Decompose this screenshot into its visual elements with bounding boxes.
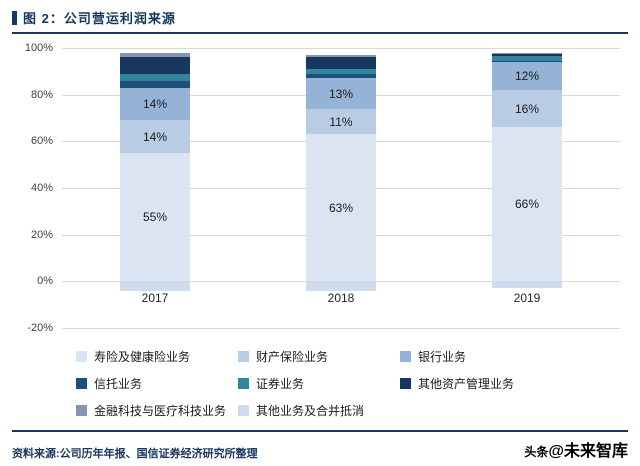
x-tick-label: 2019	[513, 291, 541, 306]
bar-segment	[120, 52, 190, 58]
bar-segment	[492, 281, 562, 289]
data-label: 63%	[328, 200, 354, 215]
bar-segment	[306, 57, 376, 69]
legend-label: 其他资产管理业务	[418, 377, 515, 391]
bar-segment	[306, 281, 376, 291]
watermark-prefix: 头条	[524, 445, 549, 459]
y-tick-label: 40%	[30, 182, 53, 194]
bar-segment	[120, 87, 190, 121]
data-label: 14%	[142, 97, 168, 111]
bar-segment	[492, 127, 562, 282]
y-tick-label: 100%	[24, 42, 53, 54]
data-label: 11%	[329, 114, 353, 129]
legend-label: 银行业务	[418, 350, 467, 364]
legend: 寿险及健康险业务 财产保险业务 银行业务信托业务 证券业务 其他资产管理业务金融科技与医…	[76, 348, 628, 419]
y-tick-label: 0%	[37, 275, 53, 288]
legend-swatch	[76, 351, 87, 362]
legend-item: 其他业务及合并抵消	[238, 402, 400, 419]
legend-label: 财产保险业务	[256, 350, 329, 364]
legend-swatch	[76, 405, 87, 416]
data-label: 13%	[328, 86, 354, 101]
figure-header: 图 2：公司营运利润来源	[12, 8, 628, 34]
legend-swatch	[400, 351, 411, 362]
legend-swatch	[238, 405, 249, 416]
data-label: 14%	[142, 129, 168, 144]
figure-footer: 资料来源:公司历年年报、国信证券经济研究所整理 头条@未来智库	[12, 430, 628, 461]
plot-area: 55% 14% 14% 2017 63% 11% 13% 2018 66% 16% 12% 2019	[62, 48, 620, 329]
legend-item: 财产保险业务	[238, 348, 400, 365]
legend-swatch	[400, 378, 411, 389]
legend-item: 证券业务	[238, 375, 400, 392]
bar-column: 63% 11% 13% 2018	[248, 48, 434, 328]
x-tick-label: 2017	[141, 291, 169, 306]
bar-segment	[120, 153, 190, 282]
bar-segment	[306, 55, 376, 58]
bar-segment	[306, 78, 376, 109]
y-axis: 100% 80% 60% 40% 20% 0% -20%	[12, 42, 56, 334]
figure-title: 图 2：公司营运利润来源	[23, 11, 176, 26]
legend-label: 寿险及健康险业务	[94, 350, 191, 364]
bar-segment	[492, 90, 562, 128]
bar-segment	[492, 52, 562, 54]
y-tick-label: 20%	[30, 228, 53, 241]
data-label: 66%	[514, 197, 540, 212]
legend-item: 信托业务	[76, 375, 238, 392]
gridline	[62, 328, 620, 329]
bar-segment	[492, 62, 562, 90]
y-tick-label: 60%	[30, 135, 53, 148]
bar-segment	[306, 134, 376, 282]
bar-segment	[120, 120, 190, 153]
legend-label: 证券业务	[256, 377, 305, 391]
legend-swatch	[238, 378, 249, 389]
legend-item: 金融科技与医疗科技业务	[76, 402, 238, 419]
bar-segment	[492, 56, 562, 61]
y-tick-label: -20%	[27, 322, 53, 334]
y-tick-label: 80%	[30, 88, 53, 101]
bar-segment	[306, 108, 376, 135]
watermark-handle: @未来智库	[548, 443, 628, 460]
bar-segment	[120, 80, 190, 88]
legend-item: 寿险及健康险业务	[76, 348, 238, 365]
bar-segment	[306, 73, 376, 79]
legend-swatch	[76, 378, 87, 389]
bar-column: 55% 14% 14% 2017	[62, 48, 248, 328]
legend-label: 信托业务	[94, 377, 143, 391]
bar-column: 66% 16% 12% 2019	[434, 48, 620, 328]
data-label: 16%	[514, 101, 540, 116]
bar-segment	[120, 281, 190, 291]
x-tick-label: 2018	[327, 291, 355, 306]
bar-segment	[306, 69, 376, 74]
data-label: 55%	[142, 210, 168, 225]
legend-label: 其他业务及合并抵消	[256, 404, 365, 418]
watermark: 头条@未来智库	[524, 437, 628, 461]
stacked-bar-chart: 100% 80% 60% 40% 20% 0% -20% 55% 14% 14% 2017 63% 1…	[12, 40, 628, 334]
legend-label: 金融科技与医疗科技业务	[94, 404, 227, 418]
bar-segment	[120, 73, 190, 81]
legend-item: 银行业务	[400, 348, 600, 365]
legend-swatch	[238, 351, 249, 362]
data-label: 12%	[514, 69, 540, 83]
title-accent-bar	[12, 10, 17, 25]
gridline	[62, 48, 620, 49]
bar-segment	[120, 57, 190, 74]
source-note: 资料来源:公司历年年报、国信证券经济研究所整理	[12, 448, 258, 460]
legend-item: 其他资产管理业务	[400, 375, 600, 392]
bar-segment	[492, 60, 562, 62]
bar-segment	[492, 53, 562, 57]
